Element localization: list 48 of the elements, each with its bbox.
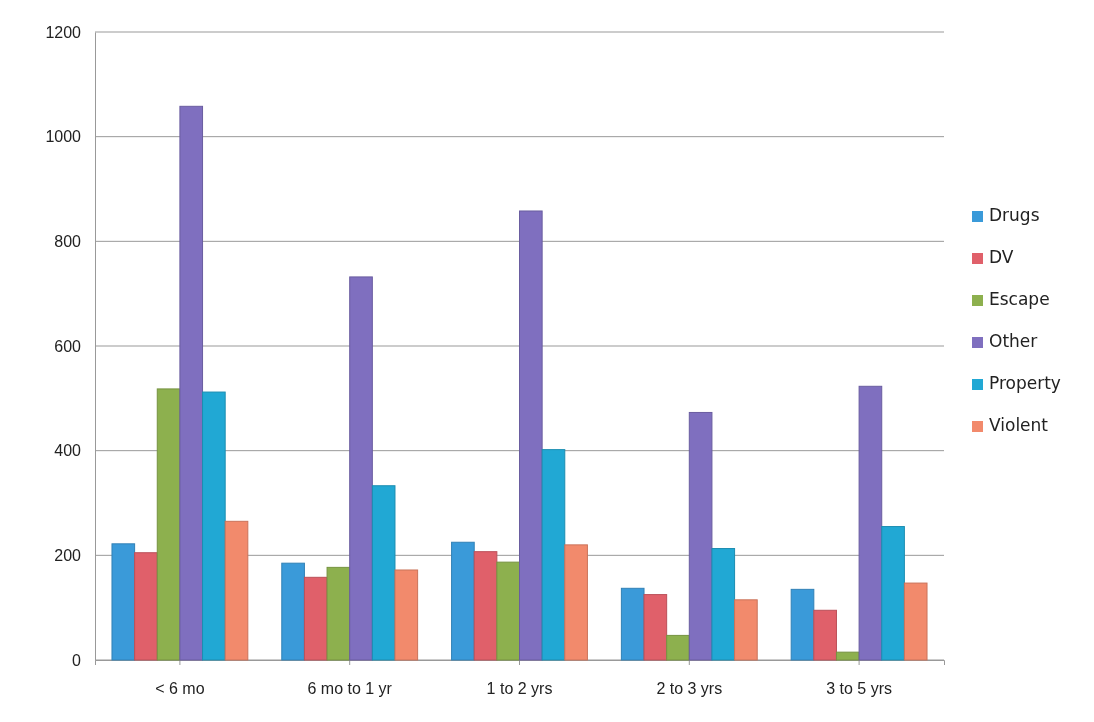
bar [202, 391, 226, 661]
bar [519, 210, 543, 661]
bar [303, 576, 328, 661]
bar [903, 582, 928, 661]
bar [451, 541, 475, 661]
bar [541, 449, 566, 661]
bar [111, 543, 136, 661]
bar [835, 651, 860, 661]
y-tick-label: 1200 [45, 23, 82, 41]
bar [224, 520, 249, 661]
x-tick-label: < 6 mo [155, 680, 205, 698]
y-tick-label: 1000 [45, 128, 82, 146]
legend-label: Other [989, 331, 1038, 351]
bar [134, 552, 158, 661]
bar [564, 544, 588, 661]
bar [371, 485, 396, 661]
bar [326, 566, 351, 661]
x-tick-label: 2 to 3 yrs [656, 680, 723, 698]
bar [666, 634, 690, 661]
bar [858, 385, 883, 661]
bar [394, 569, 419, 661]
bar [734, 599, 758, 661]
bar [179, 105, 204, 661]
bar [496, 561, 520, 661]
bar [156, 388, 181, 661]
bar [620, 587, 645, 661]
bar [711, 548, 736, 661]
legend-label: Violent [989, 415, 1049, 435]
x-tick-label: 1 to 2 yrs [486, 680, 553, 698]
bar [281, 562, 305, 661]
bar [790, 588, 815, 661]
legend-label: Property [989, 373, 1061, 393]
y-tick-label: 0 [72, 651, 82, 669]
y-tick-label: 200 [54, 546, 82, 564]
bar [813, 609, 837, 661]
y-tick-label: 600 [54, 337, 82, 355]
bar [473, 551, 498, 661]
legend-label: Escape [989, 289, 1050, 309]
bar [349, 276, 373, 661]
x-tick-label: 6 mo to 1 yr [307, 680, 393, 698]
legend-label: Drugs [989, 205, 1040, 225]
x-tick-label: 3 to 5 yrs [826, 680, 893, 698]
legend-label: DV [989, 247, 1014, 267]
bar [643, 594, 668, 661]
bar [688, 411, 713, 661]
y-tick-label: 800 [54, 232, 82, 250]
bar [881, 526, 905, 661]
y-tick-label: 400 [54, 442, 82, 460]
